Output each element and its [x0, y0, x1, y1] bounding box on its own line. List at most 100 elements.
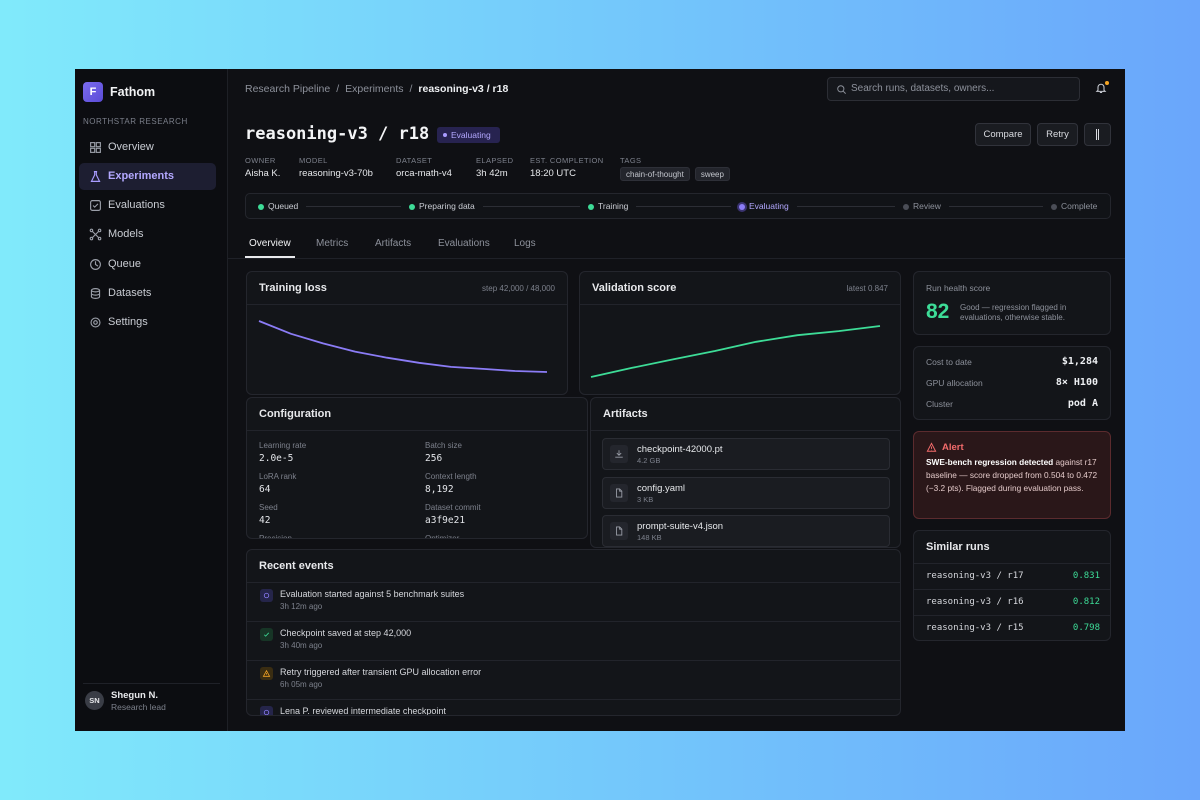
artifacts-card: Artifacts checkpoint-42000.pt 4.2 GB config… — [590, 397, 901, 548]
nav-icon — [90, 200, 101, 212]
nav-label: Evaluations — [108, 199, 165, 212]
card-title: Configuration — [259, 408, 332, 420]
nav-label: Overview — [108, 140, 154, 153]
nav-item[interactable]: Settings — [79, 309, 216, 336]
similar-card: Similar runs reasoning-v3 / r17 0.831 reaso… — [913, 530, 1111, 641]
nav-icon — [90, 317, 101, 328]
icon-part — [1095, 83, 1107, 94]
step-label: Training — [598, 201, 629, 211]
card-divider — [580, 304, 900, 305]
event-icon — [260, 667, 273, 680]
icon-part — [97, 237, 102, 241]
card-divider — [247, 304, 567, 305]
step-dot — [258, 204, 264, 210]
meta-label: ELAPSED — [476, 156, 514, 165]
similar-run[interactable]: reasoning-v3 / r17 0.831 — [914, 563, 1110, 589]
meta-label: TAGS — [620, 156, 642, 165]
tab[interactable]: Overview — [249, 238, 291, 249]
icon-part — [90, 147, 96, 153]
action-button[interactable]: Compare — [975, 123, 1031, 146]
event-text: Retry triggered after transient GPU allo… — [280, 667, 482, 677]
more-button[interactable] — [1084, 123, 1111, 146]
similar-run[interactable]: reasoning-v3 / r15 0.798 — [914, 615, 1110, 640]
tabs-divider — [228, 258, 1125, 259]
icon-part — [837, 85, 845, 93]
step-connector — [949, 206, 1043, 207]
cost-card: Cost to date $1,284 GPU allocation 8× H100 C… — [913, 346, 1111, 420]
event-text: Lena P. reviewed intermediate checkpoint — [280, 706, 446, 716]
icon-part — [94, 260, 99, 267]
health-label: Run health score — [926, 283, 991, 293]
icon-part — [89, 229, 94, 233]
event-time: 3h 40m ago — [280, 641, 323, 650]
tag: sweep — [694, 167, 730, 181]
icon-part — [90, 290, 101, 299]
artifact-item[interactable]: prompt-suite-v4.json 148 KB — [602, 515, 890, 547]
event-glyph — [263, 592, 270, 599]
breadcrumb-item[interactable]: Experiments — [345, 83, 404, 95]
icon-part — [95, 141, 101, 147]
chart-plot — [590, 325, 881, 378]
artifact-item[interactable]: config.yaml 3 KB — [602, 476, 890, 509]
breadcrumb: Research Pipeline / Experiments / reasoning-… — [245, 83, 745, 97]
search-box[interactable]: Search runs, datasets, owners... — [827, 77, 1080, 101]
nav-label: Settings — [108, 316, 148, 329]
event-divider — [247, 699, 900, 700]
cost-value: $1,284 — [1061, 356, 1098, 367]
nav-item[interactable]: Evaluations — [79, 192, 216, 219]
nav-item[interactable]: Datasets — [79, 280, 216, 307]
breadcrumb-item[interactable]: Research Pipeline — [245, 83, 331, 95]
artifact-name: checkpoint-42000.pt — [637, 444, 723, 455]
event-text: Evaluation started against 5 benchmark s… — [280, 589, 465, 599]
nav-item[interactable]: Experiments — [79, 162, 216, 190]
icon-part — [926, 442, 937, 452]
tab[interactable]: Metrics — [316, 238, 349, 249]
similar-score: 0.831 — [1072, 571, 1100, 581]
avatar: SN — [85, 691, 104, 710]
nav-item[interactable]: Queue — [79, 251, 216, 278]
row-divider — [914, 589, 1110, 590]
chart-meta: step 42,000 / 48,000 — [482, 284, 555, 293]
chart-card: Training loss step 42,000 / 48,000 — [246, 271, 568, 395]
tab[interactable]: Artifacts — [375, 238, 412, 249]
similar-name: reasoning-v3 / r17 — [926, 571, 1024, 581]
event-text: Checkpoint saved at step 42,000 — [280, 628, 412, 638]
app-name: Fathom — [110, 85, 156, 99]
config-label: Learning rate — [259, 441, 307, 450]
step-connector — [306, 206, 401, 207]
alert-title: Alert — [942, 442, 964, 453]
similar-run[interactable]: reasoning-v3 / r16 0.812 — [914, 589, 1110, 615]
tab[interactable]: Evaluations — [438, 238, 490, 249]
step-connector — [636, 206, 731, 207]
artifact-size: 4.2 GB — [637, 456, 661, 465]
tab-underline — [245, 256, 295, 258]
artifact-icon-box — [610, 483, 628, 502]
nav-item[interactable]: Overview — [79, 134, 216, 161]
icon-part — [89, 237, 94, 241]
artifact-size: 3 KB — [637, 494, 654, 504]
artifact-item[interactable]: checkpoint-42000.pt 4.2 GB — [602, 438, 890, 470]
action-button[interactable]: Retry — [1037, 123, 1078, 146]
event-glyph — [262, 669, 271, 677]
meta-label: MODEL — [299, 156, 328, 165]
meta-value: 3h 42m — [476, 168, 508, 179]
notification-bell[interactable] — [1095, 82, 1107, 94]
nav-item[interactable]: Models — [79, 221, 216, 248]
icon-part — [616, 488, 623, 497]
event-icon — [260, 589, 273, 602]
config-value: 2.0e-5 — [259, 453, 294, 464]
breadcrumb-item: reasoning-v3 / r18 — [418, 83, 509, 95]
nav-icon — [89, 229, 102, 241]
similar-name: reasoning-v3 / r15 — [926, 623, 1024, 633]
tab[interactable]: Logs — [514, 238, 536, 249]
event-icon — [260, 706, 273, 715]
config-label: Dataset commit — [425, 503, 481, 512]
alert-body: SWE-bench regression detected against r1… — [926, 456, 1102, 516]
icon-part — [615, 450, 623, 458]
alert-strong: SWE-bench regression detected — [926, 457, 1054, 467]
config-value: 64 — [259, 484, 271, 495]
config-label: Optimizer — [425, 534, 460, 539]
cost-label: Cost to date — [926, 357, 972, 367]
meta-value: orca-math-v4 — [396, 168, 452, 179]
config-label: LoRA rank — [259, 472, 297, 481]
